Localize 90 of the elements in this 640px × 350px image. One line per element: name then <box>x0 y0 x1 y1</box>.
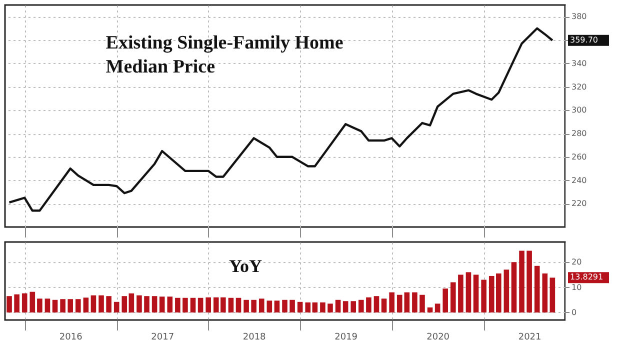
y-tick-label: 260 <box>572 152 587 162</box>
x-tick-label: 2016 <box>59 332 83 342</box>
bar <box>30 292 36 312</box>
bar <box>305 302 311 312</box>
bar <box>297 302 303 312</box>
bar <box>534 266 540 312</box>
bar <box>175 298 180 312</box>
y-tick-label: 320 <box>572 82 587 92</box>
y-tick-label: 0 <box>572 308 577 317</box>
bar <box>335 300 341 312</box>
bar <box>106 296 112 312</box>
bar <box>420 294 425 312</box>
x-tick-label: 2019 <box>334 332 358 342</box>
bar <box>366 297 372 312</box>
bar <box>152 296 158 312</box>
bar <box>258 298 264 312</box>
bar <box>404 292 410 312</box>
bar <box>290 300 295 312</box>
bar <box>144 296 150 312</box>
bar <box>550 278 556 312</box>
y-tick-label: 240 <box>572 176 587 185</box>
bar <box>244 300 249 312</box>
bar <box>206 297 211 312</box>
bar <box>466 272 472 312</box>
bar <box>328 304 333 312</box>
bar <box>282 300 288 312</box>
bar <box>266 300 272 312</box>
bar <box>450 282 456 312</box>
bar <box>350 301 356 312</box>
x-tick-label: 2018 <box>242 332 266 342</box>
y-tick-label: 280 <box>572 129 587 138</box>
y-tick-label: 340 <box>572 58 587 68</box>
bar <box>37 298 42 312</box>
x-tick-label: 2021 <box>518 332 542 342</box>
bar <box>52 300 58 312</box>
bar <box>136 295 142 312</box>
bar <box>320 302 326 312</box>
text: Existing Single-Family Home Median Price <box>106 32 344 78</box>
y-tick-label: 380 <box>572 12 587 22</box>
bar <box>358 300 364 312</box>
bar <box>274 300 280 312</box>
bar <box>434 304 440 312</box>
bar <box>83 298 89 312</box>
bar <box>236 298 242 312</box>
text: 359.70 <box>570 35 598 44</box>
bar <box>75 299 81 312</box>
x-tick-label: 2020 <box>426 332 450 342</box>
bar <box>396 294 402 312</box>
bar <box>98 295 104 312</box>
bar <box>519 250 524 312</box>
bar <box>14 294 20 312</box>
bar <box>90 295 96 312</box>
bar <box>128 293 134 312</box>
bar <box>122 296 128 312</box>
bar <box>526 250 532 312</box>
bar <box>427 307 433 312</box>
text: 13.8291 <box>570 272 604 282</box>
bar <box>381 298 387 312</box>
bar <box>458 274 464 312</box>
bar <box>60 299 66 312</box>
bar <box>44 298 50 312</box>
bar <box>251 300 256 312</box>
bar <box>542 273 548 312</box>
y-tick-label: 220 <box>572 199 587 208</box>
bar <box>68 299 73 312</box>
bar <box>312 302 318 312</box>
bar <box>511 262 517 312</box>
bar <box>374 296 380 312</box>
x-tick-label: 2017 <box>151 332 174 342</box>
bar <box>6 296 12 312</box>
text: YoY <box>229 256 262 276</box>
bar <box>412 292 418 312</box>
y-tick-label: 10 <box>572 282 582 292</box>
y-tick-label: 300 <box>572 106 587 115</box>
bar <box>228 298 234 312</box>
bar <box>342 301 348 312</box>
bar <box>198 298 204 312</box>
bar <box>182 298 188 312</box>
bar <box>389 292 394 312</box>
bar <box>167 296 173 312</box>
line-series <box>8 27 554 212</box>
bar <box>473 274 479 312</box>
bar <box>481 280 486 312</box>
bar <box>22 293 28 312</box>
bar <box>190 298 196 312</box>
bar <box>114 302 120 312</box>
y-tick-label: 20 <box>572 258 582 267</box>
bar <box>159 296 165 312</box>
bar <box>442 288 448 312</box>
bar <box>504 270 510 312</box>
